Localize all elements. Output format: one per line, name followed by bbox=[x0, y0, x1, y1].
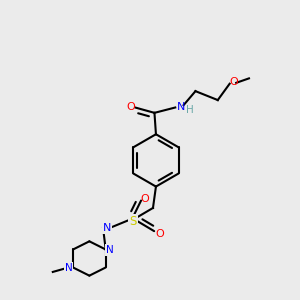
Text: O: O bbox=[141, 194, 150, 204]
Text: S: S bbox=[129, 215, 136, 228]
Text: H: H bbox=[186, 105, 194, 115]
Text: N: N bbox=[106, 245, 114, 255]
Text: O: O bbox=[126, 102, 135, 112]
Text: O: O bbox=[155, 229, 164, 239]
Text: O: O bbox=[229, 77, 238, 87]
Text: N: N bbox=[176, 102, 185, 112]
Text: N: N bbox=[103, 223, 111, 233]
Text: N: N bbox=[65, 263, 72, 274]
